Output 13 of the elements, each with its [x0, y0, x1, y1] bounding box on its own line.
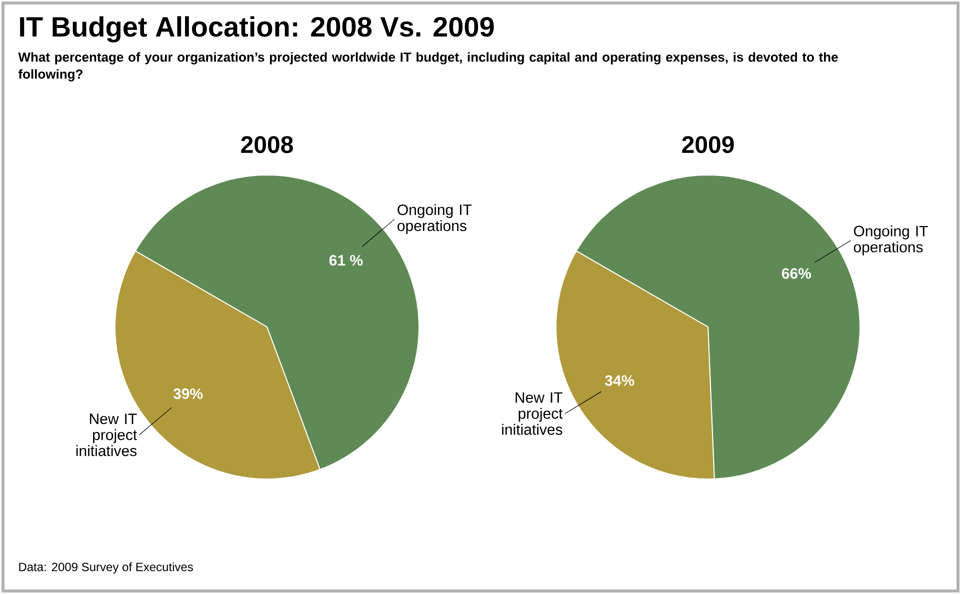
text: IT Budget Allocation: 2008 Vs. 2009 [20, 16, 494, 42]
slice-label: Ongoing IT operations [398, 204, 472, 234]
slice-label: New IT project initiatives [76, 414, 137, 456]
data-label: 66% [782, 268, 812, 279]
data-label: 34% [604, 375, 634, 386]
data-label: 39% [173, 388, 203, 400]
text: What percentage of your organization’s projected worldwide IT budget, including capital and operating expenses, is devoted to the following? [18, 52, 838, 82]
chart-title: 2008 [241, 136, 293, 154]
slice-label: Ongoing IT operations [854, 225, 928, 256]
data-label: 61 % [329, 254, 363, 266]
text: Data: 2009 Survey of Executives [19, 562, 193, 574]
chart-title: 2009 [682, 136, 734, 154]
slice-label: New IT project initiatives [502, 392, 563, 435]
